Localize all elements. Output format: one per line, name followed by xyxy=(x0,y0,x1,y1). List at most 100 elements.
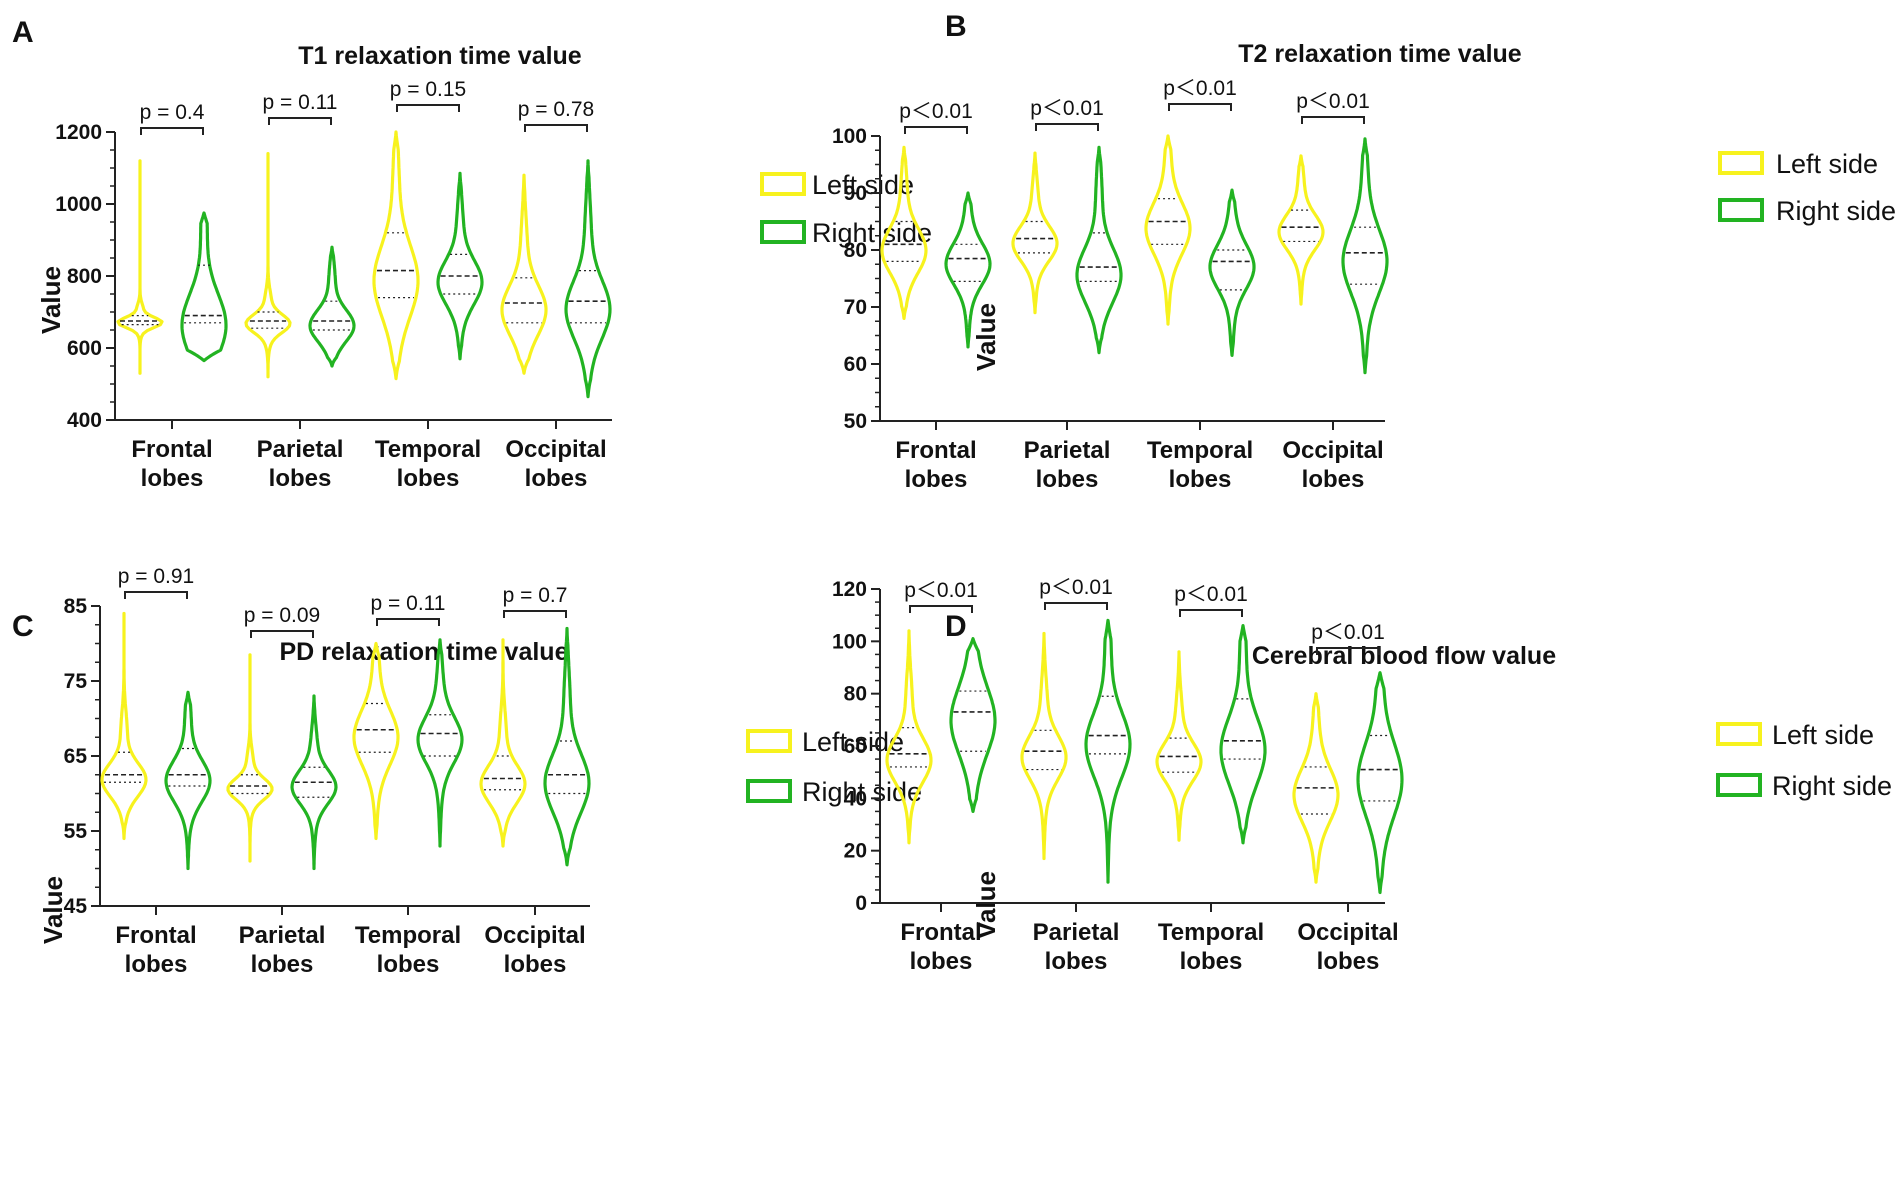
x-tick-label: Parietal lobes xyxy=(1033,919,1120,975)
panel-c: C PD relaxation time value Value 45 55 65 7… xyxy=(12,565,922,978)
violin-left-side xyxy=(1144,134,1192,326)
y-tick-label: 800 xyxy=(67,265,102,288)
significance-bracket xyxy=(1316,647,1380,655)
violin-left-side xyxy=(479,638,527,848)
legend-label-right: Right side xyxy=(1772,771,1892,801)
x-tick-label: Occipital lobes xyxy=(505,436,606,492)
violin-right-side xyxy=(1075,145,1123,355)
legend-a: Left side Right side xyxy=(760,170,932,248)
y-tick-label: 100 xyxy=(832,630,867,653)
violin-left-side xyxy=(244,152,292,379)
significance-bracket xyxy=(503,610,567,618)
y-tick-label: 80 xyxy=(844,683,867,706)
p-value-label: p = 0.11 xyxy=(263,91,338,114)
y-axis-label-b: Value xyxy=(971,303,1001,371)
x-tick-label: Occipital lobes xyxy=(484,922,585,978)
significance-bracket xyxy=(1179,609,1243,617)
legend-swatch-left xyxy=(1718,151,1764,175)
violin-right-side xyxy=(290,694,338,871)
y-tick-label: 400 xyxy=(67,409,102,432)
legend-swatch-left xyxy=(760,172,806,196)
violin-right-side xyxy=(543,626,591,867)
significance-bracket xyxy=(1168,103,1232,111)
panel-letter-b: B xyxy=(945,10,967,43)
y-tick-label: 85 xyxy=(64,595,88,618)
p-value-label: p＜0.01 xyxy=(899,100,973,123)
legend-label-right: Right side xyxy=(812,218,932,248)
violin-left-side xyxy=(226,653,274,863)
violin-right-side xyxy=(416,638,464,848)
y-axis-label-a: Value xyxy=(36,266,66,334)
p-value-label: p＜0.01 xyxy=(1296,90,1370,113)
significance-bracket xyxy=(1035,123,1099,131)
y-tick-label: 100 xyxy=(832,125,867,148)
y-axis-label-d: Value xyxy=(971,871,1001,939)
violin-left-side xyxy=(116,159,164,375)
significance-bracket xyxy=(250,630,314,638)
panel-b: B T2 relaxation time value Value 50 60 70 8… xyxy=(832,10,1896,493)
violin-right-side xyxy=(1084,618,1132,884)
p-value-label: p = 0.09 xyxy=(244,604,320,627)
significance-bracket xyxy=(1301,116,1365,124)
p-value-label: p = 0.7 xyxy=(503,584,568,607)
y-tick-label: 80 xyxy=(844,239,867,262)
legend-b: Left side Right side xyxy=(1718,149,1896,226)
chart-title-c: PD relaxation time value xyxy=(279,638,568,666)
p-value-label: p = 0.11 xyxy=(371,592,446,615)
p-value-label: p＜0.01 xyxy=(1174,583,1248,606)
x-tick-label: Frontal lobes xyxy=(115,922,196,978)
p-value-label: p＜0.01 xyxy=(1163,77,1237,100)
chart-title-b: T2 relaxation time value xyxy=(1238,40,1522,68)
plot-area-a: 400 600 800 1000 1200 Frontal lobes p = 0.4 Pari… xyxy=(55,78,612,492)
y-tick-label: 1200 xyxy=(55,121,102,144)
y-tick-label: 50 xyxy=(844,410,867,433)
p-value-label: p＜0.01 xyxy=(1311,621,1385,644)
p-value-label: p = 0.78 xyxy=(518,98,594,121)
p-value-label: p = 0.91 xyxy=(118,565,194,588)
violin-right-side xyxy=(180,211,228,363)
y-tick-label: 65 xyxy=(64,745,88,768)
p-value-label: p＜0.01 xyxy=(1039,576,1113,599)
y-tick-label: 75 xyxy=(64,670,88,693)
panel-d: D Cerebral blood flow value Value 0 20 40 6… xyxy=(832,576,1892,975)
violin-left-side xyxy=(500,173,548,375)
y-tick-label: 0 xyxy=(855,892,867,915)
panel-a: A T1 relaxation time value Value 400 600 8… xyxy=(12,16,932,492)
x-tick-label: Temporal lobes xyxy=(1158,919,1264,975)
x-tick-label: Occipital lobes xyxy=(1282,437,1383,493)
x-tick-label: Parietal lobes xyxy=(1024,437,1111,493)
y-axis-label-c: Value xyxy=(38,876,68,944)
legend-label-left: Left side xyxy=(1776,149,1878,179)
legend-swatch-right xyxy=(1716,773,1762,797)
legend-label-right: Right side xyxy=(1776,196,1896,226)
plot-area-d: 0 20 40 60 80 100 120 Frontal lobes p＜0.01 Parieta… xyxy=(832,576,1404,975)
violin-left-side xyxy=(372,130,420,381)
violin-right-side xyxy=(1219,624,1267,845)
violin-left-side xyxy=(1155,650,1203,842)
legend-swatch-right xyxy=(760,220,806,244)
violin-right-side xyxy=(564,159,612,399)
violin-right-side xyxy=(1341,137,1389,375)
y-tick-label: 60 xyxy=(844,735,867,758)
legend-label-left: Left side xyxy=(1772,720,1874,750)
violin-left-side xyxy=(1011,151,1059,315)
x-tick-label: Parietal lobes xyxy=(257,436,344,492)
violin-right-side xyxy=(1356,671,1404,895)
p-value-label: p＜0.01 xyxy=(1030,97,1104,120)
violin-right-side xyxy=(164,690,212,871)
legend-d: Left side Right side xyxy=(1716,720,1892,801)
significance-bracket xyxy=(904,126,968,134)
legend-label-right: Right side xyxy=(802,777,922,807)
violin-left-side xyxy=(1292,692,1340,884)
legend-swatch-right xyxy=(746,779,792,803)
x-tick-label: Occipital lobes xyxy=(1297,919,1398,975)
y-tick-label: 600 xyxy=(67,337,102,360)
y-tick-label: 1000 xyxy=(55,193,102,216)
y-tick-label: 45 xyxy=(64,895,88,918)
legend-c: Left side Right side xyxy=(746,727,922,807)
violin-right-side xyxy=(436,171,484,361)
x-tick-label: Temporal lobes xyxy=(355,922,461,978)
legend-swatch-right xyxy=(1718,198,1764,222)
legend-swatch-left xyxy=(1716,722,1762,746)
